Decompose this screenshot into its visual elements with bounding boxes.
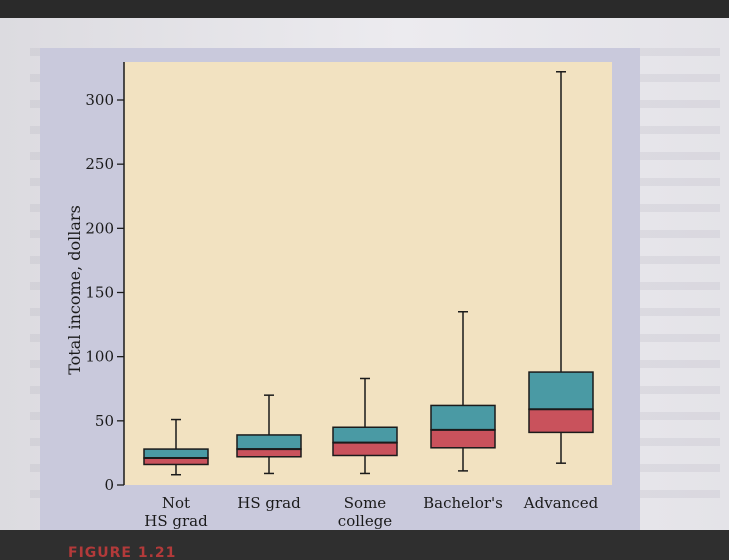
y-tick-label: 250	[85, 155, 114, 173]
x-category-label: Some college	[338, 494, 393, 530]
boxes-layer	[143, 71, 594, 476]
y-tick-label: 50	[95, 412, 114, 430]
box-lower-half	[430, 429, 496, 449]
box-5	[528, 71, 594, 464]
x-axis-labels: Not HS grad HS grad Some college Bachelor's Ad…	[144, 494, 598, 530]
y-axis-title: Total income, dollars	[65, 205, 84, 375]
box-lower-half	[528, 408, 594, 434]
box-2	[236, 394, 302, 475]
y-tick-label: 200	[85, 219, 114, 237]
box-4	[430, 311, 496, 472]
box-3	[332, 377, 398, 475]
box-upper-half	[528, 371, 594, 411]
box-upper-half	[332, 426, 398, 444]
x-category-label: Not HS grad	[144, 494, 208, 530]
box-lower-half	[236, 448, 302, 458]
box-1	[143, 418, 209, 476]
box-upper-half	[236, 434, 302, 450]
y-axis: 0 50 100 150 200 250 300	[85, 62, 125, 494]
y-tick-label: 0	[104, 476, 114, 494]
y-tick-label: 100	[85, 348, 114, 366]
box-lower-half	[332, 441, 398, 457]
x-category-label: Advanced	[523, 494, 599, 512]
box-upper-half	[143, 448, 209, 459]
x-category-label: HS grad	[237, 494, 301, 512]
box-upper-half	[430, 404, 496, 431]
y-tick-label: 150	[85, 284, 114, 302]
x-category-label: Bachelor's	[423, 494, 503, 512]
figure-caption: FIGURE 1.21	[68, 545, 177, 560]
y-tick-label: 300	[85, 91, 114, 109]
